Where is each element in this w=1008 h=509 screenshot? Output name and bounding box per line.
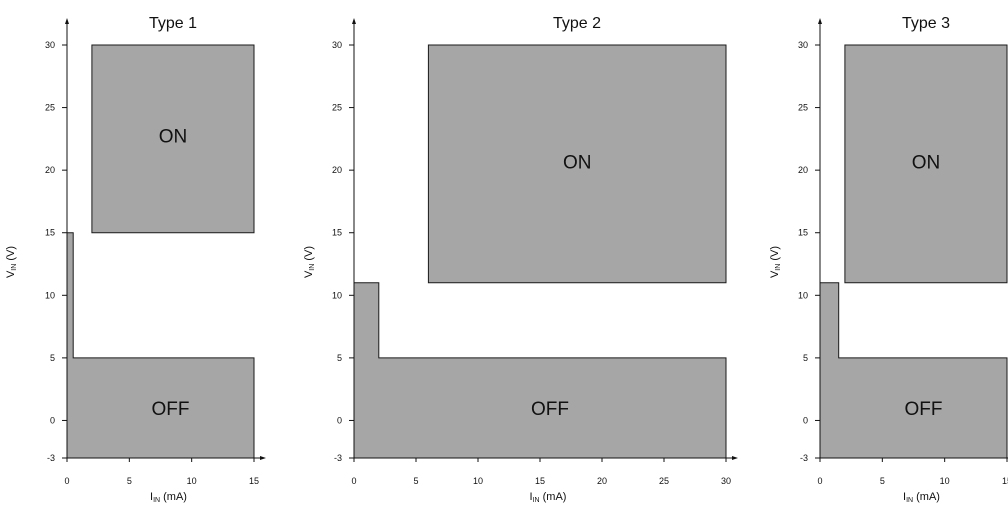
y-tick-label: 10 <box>45 290 55 300</box>
x-tick-label: 10 <box>187 476 197 486</box>
x-tick-label: 10 <box>473 476 483 486</box>
y-tick-label: -3 <box>334 453 342 463</box>
y-tick-label: 20 <box>45 165 55 175</box>
x-tick-label: 15 <box>535 476 545 486</box>
x-tick-label: 25 <box>659 476 669 486</box>
region-label-on: ON <box>159 127 188 148</box>
y-tick-label: 25 <box>332 103 342 113</box>
x-tick-label: 20 <box>597 476 607 486</box>
y-tick-label: 15 <box>332 228 342 238</box>
y-axis-title: VIN (V) <box>303 246 316 278</box>
x-axis-title: IIN (mA) <box>530 491 567 504</box>
y-tick-label: 10 <box>332 290 342 300</box>
region-label-off: OFF <box>905 399 943 420</box>
y-tick-label: 30 <box>45 40 55 50</box>
chart-title: Type 3 <box>902 15 950 32</box>
y-tick-label: 5 <box>50 353 55 363</box>
x-tick-label: 15 <box>249 476 259 486</box>
y-tick-label: 15 <box>45 228 55 238</box>
y-tick-label: 25 <box>798 103 808 113</box>
x-tick-label: 0 <box>64 476 69 486</box>
y-tick-label: 0 <box>803 415 808 425</box>
y-tick-label: 20 <box>798 165 808 175</box>
chart-title: Type 1 <box>149 15 197 32</box>
y-tick-label: 15 <box>798 228 808 238</box>
y-axis-arrow <box>818 18 822 24</box>
region-label-off: OFF <box>531 399 569 420</box>
y-axis-arrow <box>65 18 69 24</box>
chart-panel-3: ON OFF -3 0 5 10 15 20 25 30 0 5 10 15 Type 3 IIN (mA) V… <box>769 15 1008 504</box>
y-tick-label: 0 <box>50 415 55 425</box>
x-tick-label: 15 <box>1002 476 1008 486</box>
y-tick-label: 30 <box>332 40 342 50</box>
y-tick-label: -3 <box>800 453 808 463</box>
x-tick-label: 30 <box>721 476 731 486</box>
x-tick-label: 5 <box>127 476 132 486</box>
y-axis-title: VIN (V) <box>769 246 782 278</box>
x-axis-title: IIN (mA) <box>903 491 940 504</box>
y-tick-label: 10 <box>798 290 808 300</box>
x-tick-label: 0 <box>351 476 356 486</box>
region-off <box>819 282 1008 459</box>
region-off <box>353 282 727 459</box>
region-label-off: OFF <box>152 399 190 420</box>
x-tick-label: 5 <box>413 476 418 486</box>
y-axis-arrow <box>352 18 356 24</box>
region-on <box>91 44 255 234</box>
region-label-on: ON <box>563 153 592 174</box>
y-tick-label: 5 <box>337 353 342 363</box>
y-tick-label: 25 <box>45 103 55 113</box>
x-tick-label: 10 <box>940 476 950 486</box>
y-axis-title: VIN (V) <box>5 246 18 278</box>
chart-panel-1: ON OFF -3 0 5 10 15 20 25 30 0 5 10 15 Type 1 IIN (mA) V… <box>5 15 266 504</box>
y-tick-label: -3 <box>47 453 55 463</box>
x-axis-title: IIN (mA) <box>150 491 187 504</box>
chart-title: Type 2 <box>553 15 601 32</box>
x-tick-label: 0 <box>817 476 822 486</box>
chart-panel-2: ON OFF -3 0 5 10 15 20 25 30 0 5 10 15 20 25 30 Type 2 IIN… <box>303 15 738 504</box>
x-axis-arrow <box>732 456 738 460</box>
region-off <box>66 232 255 459</box>
region-label-on: ON <box>912 153 941 174</box>
y-tick-label: 20 <box>332 165 342 175</box>
y-tick-label: 5 <box>803 353 808 363</box>
x-axis-arrow <box>260 456 266 460</box>
y-tick-label: 0 <box>337 415 342 425</box>
region-on <box>427 44 727 284</box>
y-tick-label: 30 <box>798 40 808 50</box>
region-on <box>844 44 1008 284</box>
x-tick-label: 5 <box>880 476 885 486</box>
